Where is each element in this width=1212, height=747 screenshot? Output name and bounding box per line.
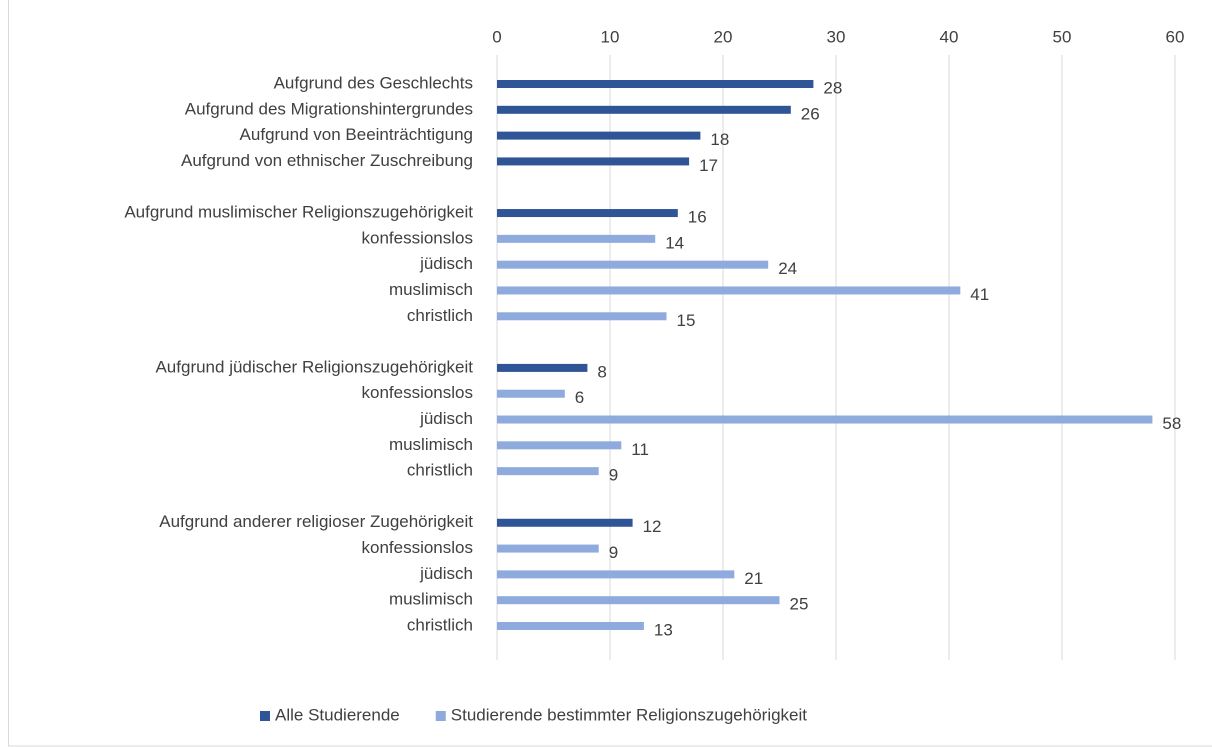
legend-swatch [435, 711, 446, 721]
bar [497, 131, 701, 140]
bar [497, 570, 735, 579]
data-label: 25 [790, 595, 809, 614]
data-label: 28 [823, 78, 842, 97]
bar [497, 441, 622, 450]
y-tick-label: christlich [407, 306, 473, 325]
bar [497, 80, 814, 88]
x-tick-label: 30 [827, 27, 846, 46]
data-label: 18 [710, 130, 729, 149]
y-tick-label: Aufgrund des Migrationshintergrundes [185, 99, 473, 118]
bar [497, 467, 599, 476]
y-tick-label: Aufgrund von Beeinträchtigung [240, 125, 473, 144]
bar [497, 415, 1153, 424]
y-tick-label: jüdisch [419, 564, 473, 583]
bar [497, 389, 565, 398]
bar [497, 544, 599, 553]
legend-label: Alle Studierende [275, 705, 400, 724]
data-label: 6 [575, 388, 584, 407]
data-label: 15 [677, 311, 696, 330]
x-tick-label: 50 [1053, 27, 1072, 46]
bar [497, 209, 678, 218]
data-label: 13 [654, 620, 673, 639]
data-label: 26 [801, 104, 820, 123]
data-label: 8 [597, 362, 606, 381]
x-tick-label: 40 [940, 27, 959, 46]
x-tick-label: 10 [601, 27, 620, 46]
y-tick-label: Aufgrund von ethnischer Zuschreibung [181, 151, 473, 170]
y-tick-label: Aufgrund anderer religioser Zugehörigkei… [159, 512, 473, 531]
data-label: 21 [744, 569, 763, 588]
bar [497, 363, 588, 372]
y-tick-label: konfessionslos [361, 538, 473, 557]
y-tick-label: muslimisch [389, 590, 473, 609]
bar [497, 286, 961, 295]
data-label: 9 [609, 466, 618, 485]
y-tick-label: konfessionslos [361, 383, 473, 402]
y-tick-label: Aufgrund jüdischer Religionszugehörigkei… [155, 357, 473, 376]
data-label: 11 [631, 440, 649, 459]
x-tick-label: 0 [492, 27, 501, 46]
y-tick-label: jüdisch [419, 254, 473, 273]
y-tick-label: muslimisch [389, 280, 473, 299]
bar [497, 157, 690, 166]
y-tick-label: christlich [407, 461, 473, 480]
y-tick-label: jüdisch [419, 409, 473, 428]
bar [497, 234, 656, 243]
x-tick-label: 20 [714, 27, 733, 46]
bar [497, 622, 644, 630]
legend-swatch [260, 711, 270, 721]
data-label: 9 [609, 543, 618, 562]
legend-label: Studierende bestimmter Religionszugehöri… [451, 705, 808, 724]
data-label: 41 [970, 285, 989, 304]
data-label: 12 [643, 517, 662, 536]
data-label: 14 [665, 233, 684, 252]
bar [497, 518, 633, 527]
y-tick-label: christlich [407, 615, 473, 634]
data-label: 16 [688, 208, 707, 227]
bar [497, 312, 667, 321]
y-tick-label: muslimisch [389, 435, 473, 454]
data-label: 24 [778, 259, 797, 278]
data-label: 58 [1162, 414, 1181, 433]
y-tick-label: Aufgrund muslimischer Religionszugehörig… [124, 203, 473, 222]
bar [497, 260, 769, 269]
y-tick-label: Aufgrund des Geschlechts [274, 73, 473, 92]
data-label: 17 [699, 156, 718, 175]
y-tick-label: konfessionslos [361, 228, 473, 247]
bar [497, 596, 780, 605]
chart-border [8, 0, 1212, 747]
bar [497, 105, 791, 114]
x-tick-label: 60 [1166, 27, 1185, 46]
